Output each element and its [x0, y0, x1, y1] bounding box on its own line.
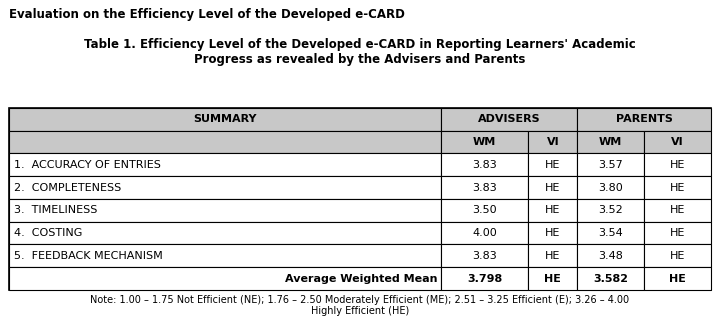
Text: 3.48: 3.48 — [598, 251, 623, 261]
Text: 3.57: 3.57 — [598, 160, 623, 170]
Text: 3.83: 3.83 — [472, 251, 497, 261]
Text: HE: HE — [670, 228, 685, 238]
Text: HE: HE — [670, 183, 685, 192]
Text: 3.  TIMELINESS: 3. TIMELINESS — [14, 205, 98, 215]
Text: SUMMARY: SUMMARY — [193, 114, 257, 124]
Text: 3.50: 3.50 — [472, 205, 497, 215]
Text: HE: HE — [545, 205, 561, 215]
Text: HE: HE — [545, 160, 561, 170]
Text: 3.582: 3.582 — [593, 274, 629, 284]
Text: HE: HE — [545, 251, 561, 261]
Text: 3.83: 3.83 — [472, 183, 497, 192]
Text: HE: HE — [545, 183, 561, 192]
Text: 2.  COMPLETENESS: 2. COMPLETENESS — [14, 183, 122, 192]
Text: 4.  COSTING: 4. COSTING — [14, 228, 83, 238]
Text: PARENTS: PARENTS — [616, 114, 672, 124]
Text: 3.80: 3.80 — [598, 183, 623, 192]
Text: Table 1. Efficiency Level of the Developed e-CARD in Reporting Learners' Academi: Table 1. Efficiency Level of the Develop… — [84, 38, 636, 66]
Text: VI: VI — [671, 137, 684, 147]
Text: Note: 1.00 – 1.75 Not Efficient (NE); 1.76 – 2.50 Moderately Efficient (ME); 2.5: Note: 1.00 – 1.75 Not Efficient (NE); 1.… — [91, 295, 629, 316]
Text: 5.  FEEDBACK MECHANISM: 5. FEEDBACK MECHANISM — [14, 251, 163, 261]
Text: ADVISERS: ADVISERS — [477, 114, 540, 124]
Text: HE: HE — [669, 274, 685, 284]
Text: 3.798: 3.798 — [467, 274, 502, 284]
Text: Average Weighted Mean: Average Weighted Mean — [284, 274, 437, 284]
Text: 3.52: 3.52 — [598, 205, 623, 215]
Text: 3.83: 3.83 — [472, 160, 497, 170]
Text: Evaluation on the Efficiency Level of the Developed e-CARD: Evaluation on the Efficiency Level of th… — [9, 8, 405, 21]
Text: WM: WM — [599, 137, 622, 147]
Text: HE: HE — [544, 274, 562, 284]
Text: HE: HE — [545, 228, 561, 238]
Text: HE: HE — [670, 205, 685, 215]
Text: HE: HE — [670, 251, 685, 261]
Text: 3.54: 3.54 — [598, 228, 623, 238]
Text: 4.00: 4.00 — [472, 228, 497, 238]
Text: HE: HE — [670, 160, 685, 170]
Text: 1.  ACCURACY OF ENTRIES: 1. ACCURACY OF ENTRIES — [14, 160, 161, 170]
Text: WM: WM — [473, 137, 496, 147]
Text: VI: VI — [546, 137, 559, 147]
